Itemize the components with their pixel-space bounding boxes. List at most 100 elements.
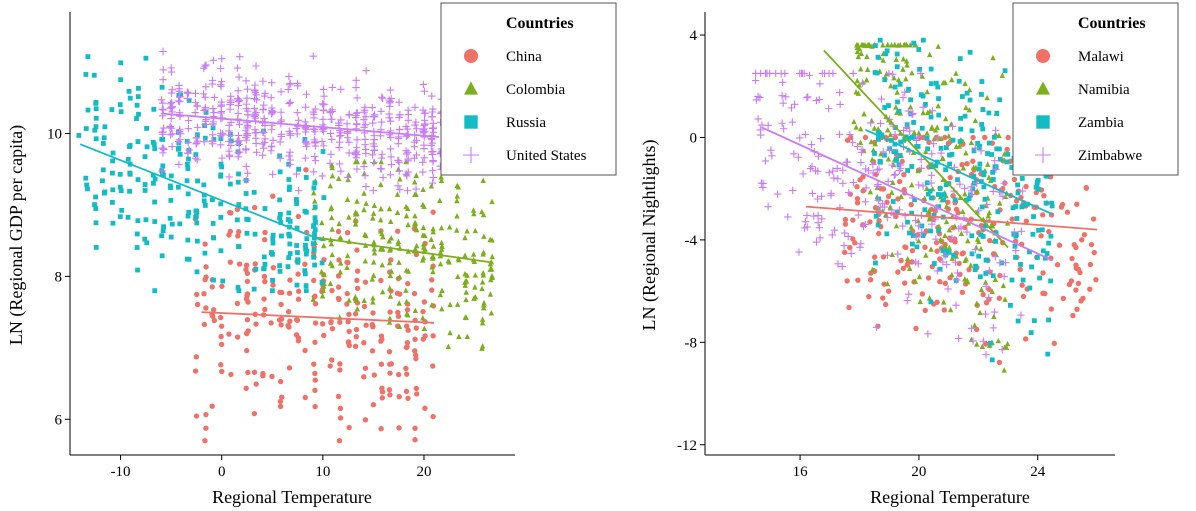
point-russia [303,251,309,257]
point-russia [194,269,200,275]
point-russia [142,182,148,187]
point-malawi [850,217,856,223]
point-united-states [209,56,218,65]
point-namibia [962,190,968,197]
point-china [397,291,403,297]
point-zambia [1009,165,1015,170]
point-china [293,332,300,338]
point-zimbabwe [808,189,817,198]
point-china [295,271,301,277]
point-zambia [955,177,960,183]
point-zimbabwe [778,78,787,87]
point-malawi [913,325,919,332]
point-zimbabwe [948,122,957,130]
point-malawi [857,177,863,183]
point-united-states [344,173,352,182]
point-colombia [362,257,368,264]
point-united-states [419,106,427,114]
point-united-states [260,138,269,147]
point-colombia [413,242,420,249]
point-colombia [462,279,468,285]
point-namibia [952,223,958,229]
point-namibia [916,130,922,136]
point-zimbabwe [844,232,852,241]
point-namibia [875,125,881,132]
point-zambia [973,263,979,269]
point-namibia [991,313,997,320]
point-united-states [218,129,227,138]
point-united-states [226,105,234,113]
point-zambia [1049,200,1055,206]
point-united-states [404,155,412,163]
point-namibia [926,216,933,222]
point-china [286,365,293,371]
point-zambia [990,169,996,175]
point-united-states [217,64,225,73]
point-zimbabwe [917,164,926,172]
point-zimbabwe [1017,227,1026,236]
point-zambia [894,210,900,215]
point-zimbabwe [830,174,838,182]
legend-title: Countries [1078,15,1146,32]
point-united-states [420,87,429,95]
point-namibia [984,94,990,101]
point-russia [210,221,216,226]
point-colombia [337,269,343,275]
point-malawi [844,278,850,284]
point-russia [311,185,317,191]
point-namibia [866,41,873,48]
point-colombia [445,343,452,350]
point-united-states [328,115,336,123]
point-united-states [310,136,319,144]
point-namibia [992,276,999,282]
point-china [403,388,410,395]
point-united-states [285,99,293,108]
point-zambia [949,151,955,157]
point-china [329,325,336,332]
point-china [218,361,224,368]
point-china [236,229,242,235]
point-colombia [386,238,392,244]
point-namibia [932,127,939,133]
point-zambia [1046,240,1052,246]
point-russia [286,255,292,260]
point-united-states [276,154,284,163]
point-malawi [867,277,874,283]
point-china [277,398,284,405]
point-united-states [284,85,292,94]
point-colombia [420,257,426,263]
point-malawi [964,160,970,167]
point-united-states [352,120,361,129]
point-namibia [911,129,917,135]
point-zambia [1031,318,1037,324]
point-united-states [395,113,403,122]
point-namibia [869,117,875,124]
point-russia [202,203,208,208]
point-china [361,374,367,380]
point-united-states [301,118,309,126]
point-russia [85,186,90,192]
point-colombia [454,227,460,233]
point-china [335,228,342,235]
point-malawi [860,188,866,194]
point-zambia [905,219,910,225]
point-zambia [969,128,975,134]
point-united-states [335,143,343,152]
point-zambia [1029,264,1035,270]
point-zimbabwe [999,192,1007,201]
point-zimbabwe [817,192,826,201]
point-zimbabwe [759,179,767,188]
point-zambia [1027,285,1033,291]
point-zambia [933,80,939,86]
point-russia [277,197,283,203]
point-russia [245,217,251,222]
point-zambia [884,231,890,237]
point-colombia [472,284,478,290]
point-zambia [928,299,934,305]
point-united-states [234,109,242,118]
point-united-states [309,168,318,176]
point-russia [286,177,292,182]
point-russia [101,190,107,196]
point-united-states [235,120,244,128]
